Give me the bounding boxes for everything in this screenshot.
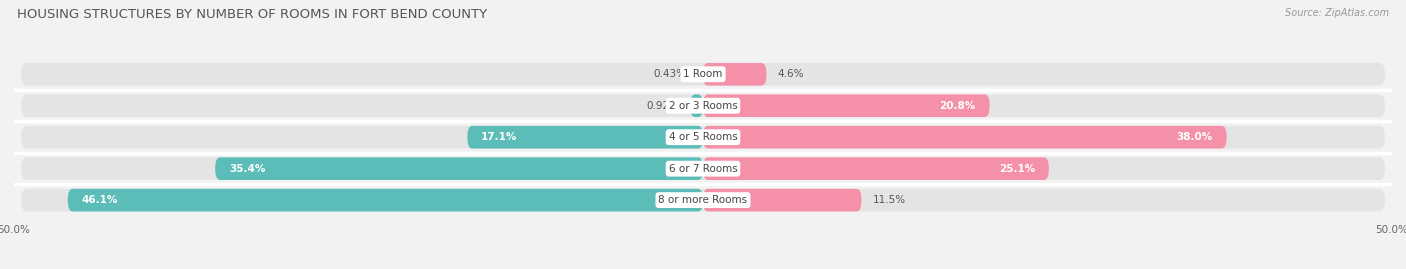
- FancyBboxPatch shape: [215, 157, 703, 180]
- Text: 6 or 7 Rooms: 6 or 7 Rooms: [669, 164, 737, 174]
- Text: Source: ZipAtlas.com: Source: ZipAtlas.com: [1285, 8, 1389, 18]
- FancyBboxPatch shape: [21, 126, 1385, 148]
- FancyBboxPatch shape: [21, 157, 1385, 180]
- FancyBboxPatch shape: [703, 157, 1049, 180]
- FancyBboxPatch shape: [703, 189, 862, 211]
- Text: 11.5%: 11.5%: [873, 195, 905, 205]
- Text: 46.1%: 46.1%: [82, 195, 118, 205]
- Text: 20.8%: 20.8%: [939, 101, 976, 111]
- Text: 0.92%: 0.92%: [647, 101, 679, 111]
- FancyBboxPatch shape: [21, 63, 1385, 86]
- Text: 4.6%: 4.6%: [778, 69, 804, 79]
- Text: 4 or 5 Rooms: 4 or 5 Rooms: [669, 132, 737, 142]
- Text: 8 or more Rooms: 8 or more Rooms: [658, 195, 748, 205]
- Text: 35.4%: 35.4%: [229, 164, 266, 174]
- FancyBboxPatch shape: [21, 94, 1385, 117]
- Text: 2 or 3 Rooms: 2 or 3 Rooms: [669, 101, 737, 111]
- FancyBboxPatch shape: [467, 126, 703, 148]
- Text: 0.43%: 0.43%: [652, 69, 686, 79]
- FancyBboxPatch shape: [703, 94, 990, 117]
- FancyBboxPatch shape: [703, 126, 1226, 148]
- FancyBboxPatch shape: [690, 94, 703, 117]
- Text: 1 Room: 1 Room: [683, 69, 723, 79]
- FancyBboxPatch shape: [67, 189, 703, 211]
- Text: 17.1%: 17.1%: [481, 132, 517, 142]
- Text: HOUSING STRUCTURES BY NUMBER OF ROOMS IN FORT BEND COUNTY: HOUSING STRUCTURES BY NUMBER OF ROOMS IN…: [17, 8, 486, 21]
- FancyBboxPatch shape: [21, 189, 1385, 211]
- Text: 38.0%: 38.0%: [1177, 132, 1213, 142]
- FancyBboxPatch shape: [703, 63, 766, 86]
- Text: 25.1%: 25.1%: [998, 164, 1035, 174]
